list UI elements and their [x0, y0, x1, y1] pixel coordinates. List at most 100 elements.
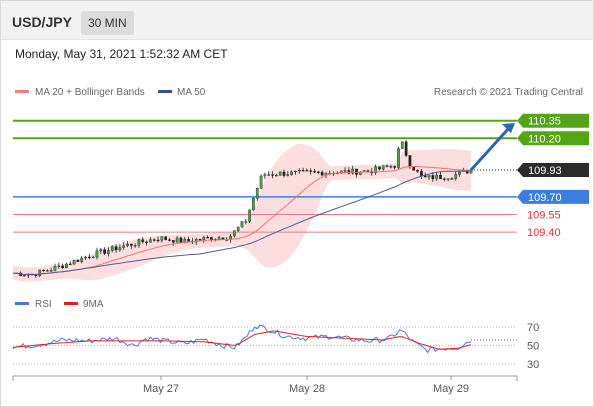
- level-label-minor: 109.40: [527, 227, 561, 239]
- candle: [61, 263, 64, 269]
- candle: [168, 237, 171, 242]
- level-label-box: [517, 113, 589, 128]
- candle: [374, 164, 377, 175]
- rsi-lines: [12, 324, 517, 354]
- candle: [259, 174, 263, 190]
- candle: [95, 247, 99, 260]
- level-label-support: 109.70: [517, 189, 589, 204]
- legend-swatch-9ma: [64, 302, 78, 305]
- level-label-text: 109.40: [527, 227, 561, 239]
- candle: [389, 164, 393, 169]
- level-label-resistance: 110.20: [517, 131, 589, 146]
- ma50-line: [12, 170, 472, 276]
- candle: [309, 168, 313, 175]
- candle: [294, 170, 297, 175]
- candle: [255, 187, 259, 201]
- candle: [412, 166, 416, 171]
- candle: [450, 177, 454, 180]
- candle: [252, 197, 255, 211]
- rsi-tick-label: 30: [527, 359, 539, 371]
- candle: [400, 141, 404, 149]
- chart-header: USD/JPY 30 MIN: [1, 1, 593, 40]
- level-label-resistance: 110.35: [517, 113, 589, 128]
- legend-swatch-ma20: [15, 90, 29, 93]
- candle: [133, 243, 137, 248]
- candle: [110, 245, 114, 253]
- legend-label-ma20: MA 20 + Bollinger Bands: [35, 87, 145, 98]
- legend-label-ma50: MA 50: [177, 87, 206, 98]
- candle: [202, 235, 206, 244]
- candle: [46, 269, 49, 272]
- level-label-box: [517, 131, 589, 146]
- x-axis: May 27 May 28 May 29: [12, 375, 518, 395]
- candle: [233, 230, 236, 238]
- x-tick-label: May 27: [143, 383, 179, 395]
- candle: [80, 255, 84, 264]
- candle: [84, 255, 87, 260]
- price-level-labels: 110.35 110.20 109.93 109.70 109.55 109.40: [517, 113, 589, 239]
- level-label-text: 110.35: [528, 116, 561, 128]
- candle: [152, 238, 156, 242]
- candle: [99, 247, 103, 255]
- rsi-tick-label: 50: [527, 341, 539, 353]
- candle: [53, 263, 57, 272]
- candle: [171, 240, 175, 246]
- x-tick-label: May 28: [289, 383, 325, 395]
- legend-swatch-ma50: [158, 90, 172, 93]
- candle: [286, 171, 290, 177]
- datetime-label: Monday, May 31, 2021 1:52:32 AM CET: [15, 47, 228, 61]
- candle: [385, 164, 389, 168]
- rsi-gridlines: 70 50 30: [13, 322, 539, 371]
- candle: [175, 236, 179, 243]
- candle: [397, 146, 400, 170]
- level-label-current: 109.93: [517, 162, 589, 177]
- candle: [454, 171, 458, 181]
- candle: [427, 175, 431, 180]
- credit-label: Research © 2021 Trading Central: [434, 87, 583, 98]
- main-legend: MA 20 + Bollinger Bands MA 50 Research ©…: [15, 87, 583, 98]
- candle: [420, 168, 423, 179]
- rsi-legend: RSI 9MA: [15, 299, 104, 310]
- interval-selector[interactable]: 30 MIN: [81, 11, 134, 35]
- candle: [278, 171, 282, 176]
- rsi-line: [12, 324, 472, 354]
- legend-label-rsi: RSI: [35, 299, 52, 310]
- price-levels: [13, 119, 517, 233]
- candle: [305, 168, 309, 172]
- candle: [416, 169, 419, 173]
- candle: [126, 241, 129, 248]
- candle: [141, 236, 145, 244]
- candle: [290, 170, 293, 176]
- candle: [145, 240, 148, 246]
- candle: [68, 260, 72, 266]
- candle: [297, 168, 301, 174]
- candle: [103, 247, 106, 256]
- candle: [160, 236, 164, 243]
- candle: [347, 167, 351, 175]
- candle: [91, 255, 95, 259]
- candle: [446, 178, 450, 182]
- legend-label-9ma: 9MA: [83, 299, 104, 310]
- candle: [240, 221, 244, 228]
- candle: [149, 237, 152, 243]
- candle: [38, 269, 42, 278]
- level-label-text: 110.20: [528, 133, 561, 145]
- x-tick-label: May 29: [433, 383, 469, 395]
- candle: [65, 262, 68, 269]
- level-label-text: 109.70: [528, 192, 562, 204]
- candle: [271, 171, 274, 179]
- candle: [248, 209, 251, 224]
- candle: [156, 236, 160, 243]
- candle: [393, 165, 397, 170]
- candle: [137, 238, 141, 248]
- candle: [320, 170, 324, 176]
- level-label-box: [517, 162, 589, 177]
- candle: [378, 166, 381, 171]
- candle: [57, 262, 61, 269]
- rsi-tick-label: 70: [527, 322, 539, 334]
- legend-swatch-rsi: [15, 302, 29, 305]
- candle: [404, 139, 408, 158]
- forecast-arrow-head: [502, 123, 515, 134]
